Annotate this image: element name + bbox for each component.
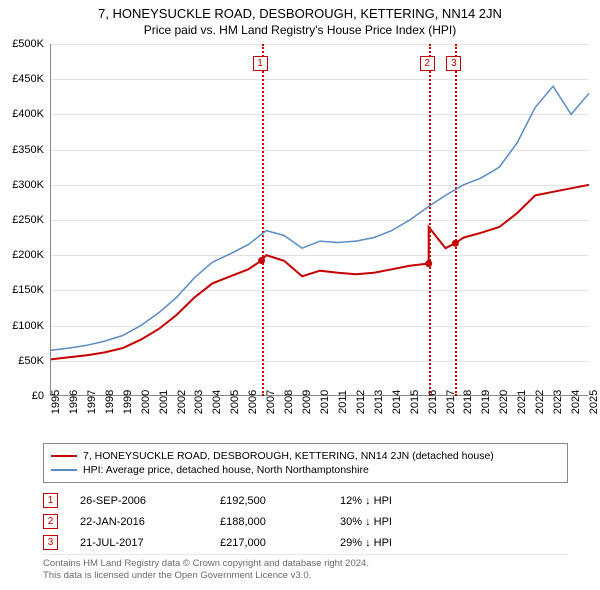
- footer-line-2: This data is licensed under the Open Gov…: [43, 570, 568, 582]
- legend-swatch: [51, 455, 77, 457]
- y-tick-label: £250K: [0, 214, 44, 226]
- event-number: 3: [43, 535, 58, 550]
- event-marker-box: 3: [446, 56, 461, 71]
- footer-attribution: Contains HM Land Registry data © Crown c…: [43, 554, 568, 583]
- x-tick-label: 2013: [373, 390, 385, 414]
- y-tick-label: £200K: [0, 249, 44, 261]
- legend: 7, HONEYSUCKLE ROAD, DESBOROUGH, KETTERI…: [43, 443, 568, 483]
- x-tick-label: 2020: [498, 390, 510, 414]
- y-tick-label: £150K: [0, 284, 44, 296]
- y-tick-label: £400K: [0, 108, 44, 120]
- event-price: £192,500: [220, 495, 340, 507]
- x-tick-label: 2010: [319, 390, 331, 414]
- series-line-hpi: [51, 86, 589, 350]
- x-tick-label: 2018: [462, 390, 474, 414]
- y-tick-label: £300K: [0, 179, 44, 191]
- footer-line-1: Contains HM Land Registry data © Crown c…: [43, 558, 568, 570]
- x-tick-label: 2000: [140, 390, 152, 414]
- series-marker: [258, 257, 265, 264]
- event-hpi-delta: 29% ↓ HPI: [340, 537, 460, 549]
- y-tick-label: £50K: [0, 355, 44, 367]
- legend-label: HPI: Average price, detached house, Nort…: [83, 464, 369, 476]
- event-number: 2: [43, 514, 58, 529]
- x-tick-label: 2019: [480, 390, 492, 414]
- y-tick-label: £0: [0, 390, 44, 402]
- y-tick-label: £450K: [0, 73, 44, 85]
- x-tick-label: 2021: [516, 390, 528, 414]
- x-tick-label: 2024: [570, 390, 582, 414]
- x-tick-label: 1998: [104, 390, 116, 414]
- x-tick-label: 2025: [588, 390, 600, 414]
- events-table: 1 26-SEP-2006£192,50012% ↓ HPI 2 22-JAN-201…: [43, 490, 568, 553]
- event-row: 3 21-JUL-2017£217,00029% ↓ HPI: [43, 532, 568, 553]
- x-tick-label: 1999: [122, 390, 134, 414]
- plot-region: [50, 44, 588, 396]
- event-marker-box: 2: [420, 56, 435, 71]
- event-hpi-delta: 12% ↓ HPI: [340, 495, 460, 507]
- series-line-price_paid: [51, 185, 589, 360]
- y-tick-label: £100K: [0, 320, 44, 332]
- event-price: £188,000: [220, 516, 340, 528]
- event-date: 22-JAN-2016: [80, 516, 220, 528]
- y-tick-label: £350K: [0, 144, 44, 156]
- event-date: 21-JUL-2017: [80, 537, 220, 549]
- chart-subtitle: Price paid vs. HM Land Registry's House …: [0, 21, 600, 41]
- x-tick-label: 2001: [158, 390, 170, 414]
- legend-label: 7, HONEYSUCKLE ROAD, DESBOROUGH, KETTERI…: [83, 450, 494, 462]
- series-marker: [425, 260, 432, 267]
- series-marker: [452, 240, 459, 247]
- event-marker-box: 1: [253, 56, 268, 71]
- event-date: 26-SEP-2006: [80, 495, 220, 507]
- x-tick-label: 2006: [247, 390, 259, 414]
- event-row: 1 26-SEP-2006£192,50012% ↓ HPI: [43, 490, 568, 511]
- x-tick-label: 2015: [409, 390, 421, 414]
- x-tick-label: 2016: [427, 390, 439, 414]
- x-tick-label: 2014: [391, 390, 403, 414]
- legend-item: 7, HONEYSUCKLE ROAD, DESBOROUGH, KETTERI…: [51, 449, 560, 463]
- y-tick-label: £500K: [0, 38, 44, 50]
- event-hpi-delta: 30% ↓ HPI: [340, 516, 460, 528]
- x-tick-label: 1996: [68, 390, 80, 414]
- event-price: £217,000: [220, 537, 340, 549]
- chart-area: £0£50K£100K£150K£200K£250K£300K£350K£400…: [50, 44, 588, 396]
- x-tick-label: 2012: [355, 390, 367, 414]
- x-tick-label: 2008: [283, 390, 295, 414]
- x-tick-label: 2011: [337, 390, 349, 414]
- event-row: 2 22-JAN-2016£188,00030% ↓ HPI: [43, 511, 568, 532]
- line-chart-svg: [51, 44, 589, 396]
- event-number: 1: [43, 493, 58, 508]
- x-tick-label: 1995: [50, 390, 62, 414]
- x-tick-label: 2022: [534, 390, 546, 414]
- x-tick-label: 2023: [552, 390, 564, 414]
- legend-swatch: [51, 469, 77, 471]
- x-tick-label: 2002: [176, 390, 188, 414]
- x-tick-label: 2017: [445, 390, 457, 414]
- chart-title: 7, HONEYSUCKLE ROAD, DESBOROUGH, KETTERI…: [0, 0, 600, 21]
- x-tick-label: 2004: [211, 390, 223, 414]
- legend-item: HPI: Average price, detached house, Nort…: [51, 463, 560, 477]
- x-tick-label: 2007: [265, 390, 277, 414]
- x-tick-label: 2009: [301, 390, 313, 414]
- x-tick-label: 2005: [229, 390, 241, 414]
- x-tick-label: 1997: [86, 390, 98, 414]
- x-tick-label: 2003: [193, 390, 205, 414]
